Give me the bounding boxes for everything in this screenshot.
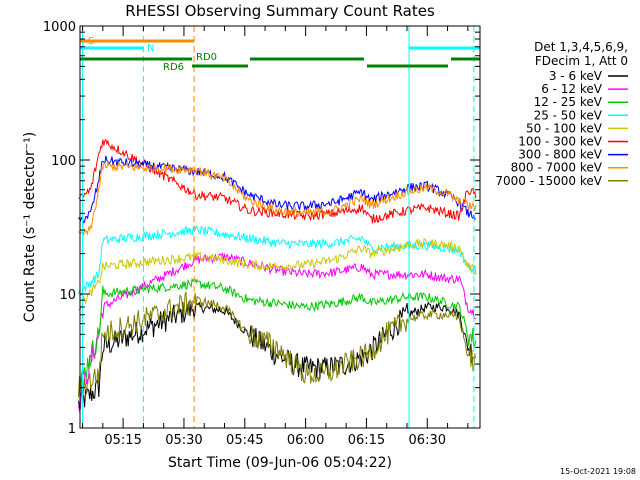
status-bar-layer: S N RD6 RD0 xyxy=(80,36,480,73)
y-tick-label: 100 xyxy=(51,154,76,169)
x-tick-label: 05:30 xyxy=(165,433,202,448)
series-line-0 xyxy=(78,300,476,409)
x-tick-label: 06:30 xyxy=(409,433,446,448)
axis-layer: 1 10 100 1000 05:15 05:30 05:45 06:00 06:15 06:30 xyxy=(43,20,480,448)
status-label-rd0: RD0 xyxy=(196,52,217,63)
legend-entry-label: 7000 - 15000 keV xyxy=(495,174,602,188)
series-line-8 xyxy=(78,291,477,396)
legend-entry-label: 6 - 12 keV xyxy=(541,82,603,96)
y-tick-label: 1000 xyxy=(43,20,76,35)
legend-header: Det 1,3,4,5,6,9, xyxy=(534,40,628,54)
series-line-4 xyxy=(78,237,477,311)
timestamp: 15-Oct-2021 19:08 xyxy=(560,467,636,476)
legend-header: FDecim 1, Att 0 xyxy=(535,54,628,68)
x-axis-label: Start Time (09-Jun-06 05:04:22) xyxy=(168,455,392,471)
legend-entry-label: 100 - 300 keV xyxy=(518,135,602,149)
legend: Det 1,3,4,5,6,9,FDecim 1, Att 03 - 6 keV… xyxy=(495,40,628,188)
series-layer xyxy=(78,138,477,413)
y-tick-label: 10 xyxy=(59,288,76,303)
series-line-1 xyxy=(78,252,477,413)
x-tick-label: 06:00 xyxy=(287,433,324,448)
vertical-marker-layer xyxy=(82,26,475,428)
legend-entry-label: 25 - 50 keV xyxy=(534,108,603,122)
legend-entry-label: 12 - 25 keV xyxy=(534,95,603,109)
status-label-rd6: RD6 xyxy=(163,62,184,73)
status-label-n: N xyxy=(147,43,154,54)
legend-entry-label: 3 - 6 keV xyxy=(549,69,603,83)
status-label-s: S xyxy=(88,36,94,47)
x-tick-label: 05:15 xyxy=(104,433,141,448)
y-axis-label: Count Rate (s⁻¹ detector⁻¹) xyxy=(22,132,38,322)
series-line-2 xyxy=(78,277,477,398)
legend-entry-label: 800 - 7000 keV xyxy=(511,161,603,175)
legend-entry-label: 300 - 800 keV xyxy=(518,148,602,162)
x-tick-label: 06:15 xyxy=(348,433,385,448)
x-tick-label: 05:45 xyxy=(226,433,263,448)
series-line-3 xyxy=(78,225,477,297)
plot-frame xyxy=(79,25,481,429)
series-line-7 xyxy=(78,160,477,236)
y-tick-label: 1 xyxy=(68,422,76,437)
legend-entry-label: 50 - 100 keV xyxy=(526,121,603,135)
chart-title: RHESSI Observing Summary Count Rates xyxy=(125,2,435,20)
